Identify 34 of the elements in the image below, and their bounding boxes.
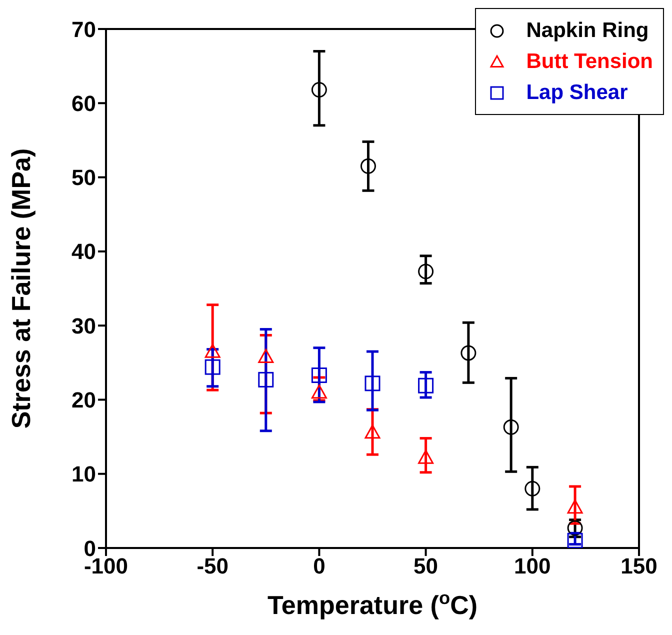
x-tick-label: 0 <box>313 554 326 579</box>
x-axis-title: Temperature ($^{o}$C) <box>267 588 478 620</box>
x-tick-label: 100 <box>514 554 551 579</box>
point <box>311 384 327 399</box>
y-tick-label: 30 <box>72 313 96 338</box>
point <box>418 450 434 464</box>
y-tick-label: 60 <box>72 90 96 116</box>
y-axis-title: Stress at Failure (MPa) <box>6 148 36 429</box>
point <box>204 359 220 375</box>
y-tick-label: 10 <box>72 462 96 487</box>
point <box>258 372 274 388</box>
y-tick-label: 20 <box>72 388 96 413</box>
point <box>364 376 380 392</box>
point <box>418 378 434 394</box>
y-tick-label: 40 <box>72 239 96 264</box>
point <box>258 348 274 364</box>
y-tick-label: 50 <box>72 165 96 190</box>
point <box>311 82 327 98</box>
point <box>311 367 327 383</box>
point <box>418 264 434 280</box>
x-tick-label: 50 <box>414 554 438 579</box>
point <box>503 419 519 435</box>
point <box>524 480 540 496</box>
point <box>460 345 476 361</box>
point <box>567 499 583 514</box>
legend-label: Butt Tension <box>526 50 653 74</box>
x-tick-label: 150 <box>620 554 658 579</box>
point <box>364 424 380 439</box>
legend-label: Lap Shear <box>526 80 628 104</box>
legend-label: Napkin Ring <box>526 18 649 42</box>
y-tick-label: 70 <box>72 16 96 42</box>
point <box>360 158 376 174</box>
point <box>204 344 220 358</box>
x-tick-label: -50 <box>196 554 228 579</box>
